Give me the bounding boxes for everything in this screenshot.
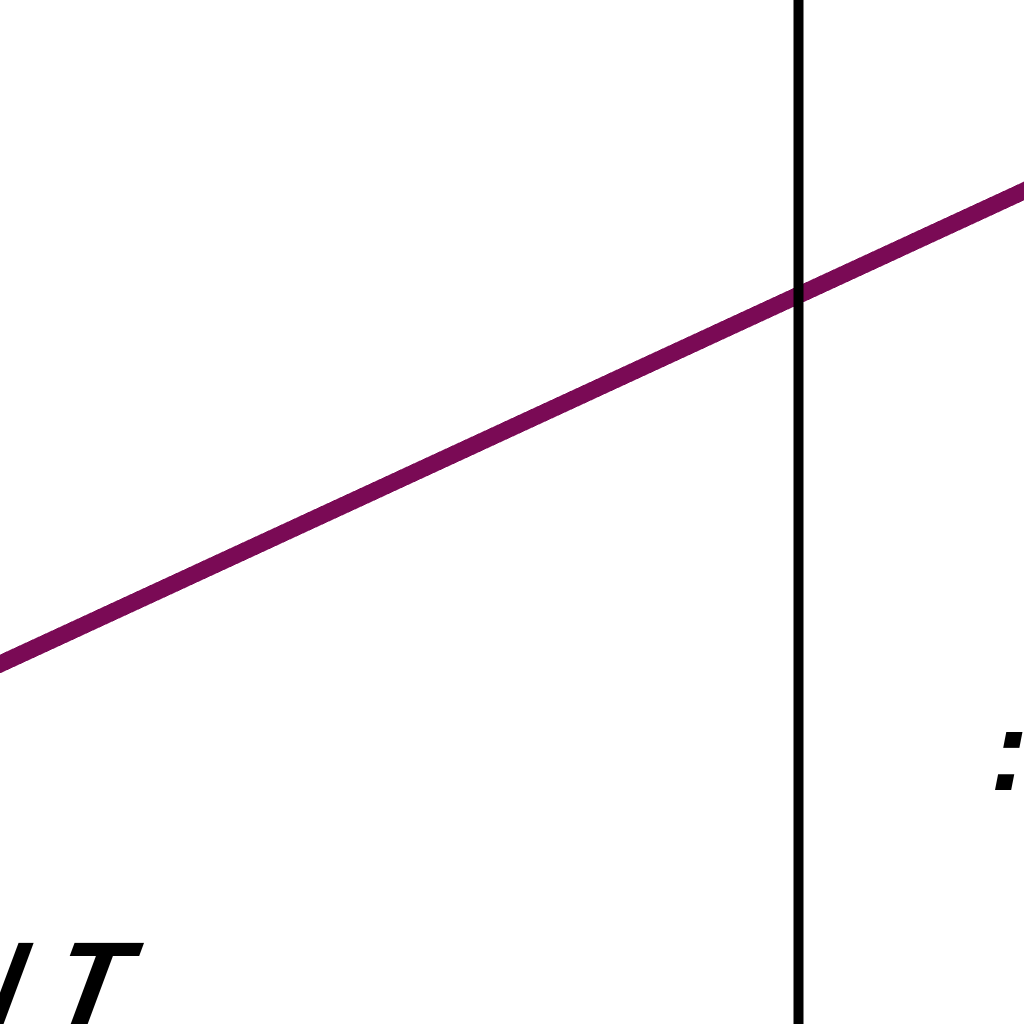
- series-layer: [0, 181, 1024, 674]
- series-line-1: [0, 181, 1024, 674]
- annotation-layer: ENT :: [0, 687, 1024, 1024]
- right-edge-annotation: :: [990, 687, 1024, 815]
